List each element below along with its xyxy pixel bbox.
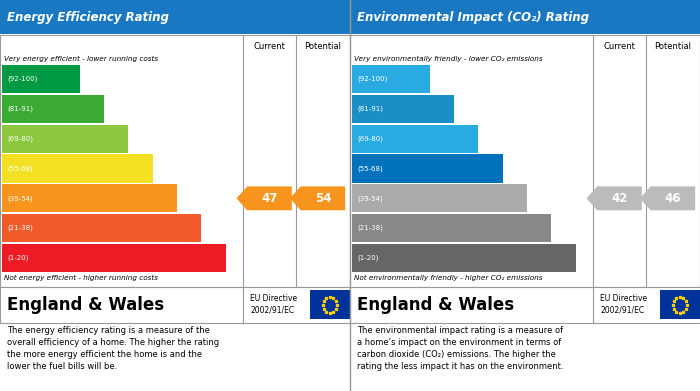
Text: Current: Current — [253, 41, 286, 51]
Polygon shape — [237, 187, 292, 210]
Bar — [351, 65, 430, 93]
Bar — [309, 290, 350, 319]
Text: EU Directive
2002/91/EC: EU Directive 2002/91/EC — [251, 294, 298, 315]
Text: Environmental Impact (CO₂) Rating: Environmental Impact (CO₂) Rating — [357, 11, 589, 24]
Text: C: C — [481, 132, 491, 145]
Polygon shape — [290, 187, 345, 210]
Text: (39-54): (39-54) — [7, 195, 33, 202]
Text: (92-100): (92-100) — [7, 76, 37, 82]
Bar — [1, 184, 177, 212]
Bar — [1, 65, 80, 93]
Text: England & Wales: England & Wales — [7, 296, 164, 314]
Bar — [1, 154, 153, 183]
Text: Very environmentally friendly - lower CO₂ emissions: Very environmentally friendly - lower CO… — [354, 56, 542, 63]
Bar — [1, 125, 128, 153]
Text: A: A — [83, 73, 92, 86]
Text: (92-100): (92-100) — [357, 76, 387, 82]
Text: (55-68): (55-68) — [7, 165, 33, 172]
Text: The energy efficiency rating is a measure of the
overall efficiency of a home. T: The energy efficiency rating is a measur… — [7, 326, 219, 371]
Bar — [351, 214, 551, 242]
Text: (1-20): (1-20) — [7, 255, 29, 261]
Text: B: B — [106, 102, 117, 115]
Bar — [1, 214, 201, 242]
Bar — [350, 287, 700, 323]
Bar — [0, 0, 350, 34]
Text: (55-68): (55-68) — [357, 165, 383, 172]
Bar — [351, 244, 575, 272]
Text: B: B — [456, 102, 467, 115]
Bar — [1, 244, 225, 272]
Bar — [351, 184, 527, 212]
Text: The environmental impact rating is a measure of
a home’s impact on the environme: The environmental impact rating is a mea… — [357, 326, 564, 371]
Bar — [0, 287, 350, 323]
Text: (21-38): (21-38) — [357, 225, 383, 231]
Text: Potential: Potential — [304, 41, 342, 51]
Text: 54: 54 — [314, 192, 331, 205]
Text: D: D — [505, 162, 517, 175]
Text: F: F — [204, 222, 213, 235]
Polygon shape — [640, 187, 695, 210]
Bar — [659, 290, 700, 319]
Text: 47: 47 — [261, 192, 278, 205]
Text: (69-80): (69-80) — [357, 135, 383, 142]
Text: 46: 46 — [664, 192, 681, 205]
Text: (81-91): (81-91) — [7, 106, 33, 112]
Text: (81-91): (81-91) — [357, 106, 383, 112]
Text: EU Directive
2002/91/EC: EU Directive 2002/91/EC — [601, 294, 648, 315]
Text: E: E — [530, 192, 539, 205]
Bar — [351, 154, 503, 183]
Text: Potential: Potential — [654, 41, 692, 51]
Bar — [351, 125, 478, 153]
Bar — [1, 95, 104, 123]
Text: Very energy efficient - lower running costs: Very energy efficient - lower running co… — [4, 56, 158, 63]
Text: 42: 42 — [611, 192, 628, 205]
Text: (39-54): (39-54) — [357, 195, 383, 202]
Text: D: D — [155, 162, 167, 175]
Text: (21-38): (21-38) — [7, 225, 33, 231]
Text: Not energy efficient - higher running costs: Not energy efficient - higher running co… — [4, 275, 158, 281]
Text: G: G — [228, 251, 239, 264]
Bar — [351, 95, 454, 123]
Text: E: E — [180, 192, 189, 205]
Text: Energy Efficiency Rating: Energy Efficiency Rating — [7, 11, 169, 24]
Polygon shape — [587, 187, 642, 210]
Text: Not environmentally friendly - higher CO₂ emissions: Not environmentally friendly - higher CO… — [354, 275, 542, 281]
Text: G: G — [578, 251, 589, 264]
Text: Current: Current — [603, 41, 636, 51]
Text: C: C — [131, 132, 141, 145]
Bar — [350, 35, 700, 287]
Bar — [350, 0, 700, 34]
Text: England & Wales: England & Wales — [357, 296, 514, 314]
Text: (1-20): (1-20) — [357, 255, 379, 261]
Text: A: A — [433, 73, 442, 86]
Bar — [0, 35, 350, 287]
Text: (69-80): (69-80) — [7, 135, 33, 142]
Text: F: F — [554, 222, 563, 235]
